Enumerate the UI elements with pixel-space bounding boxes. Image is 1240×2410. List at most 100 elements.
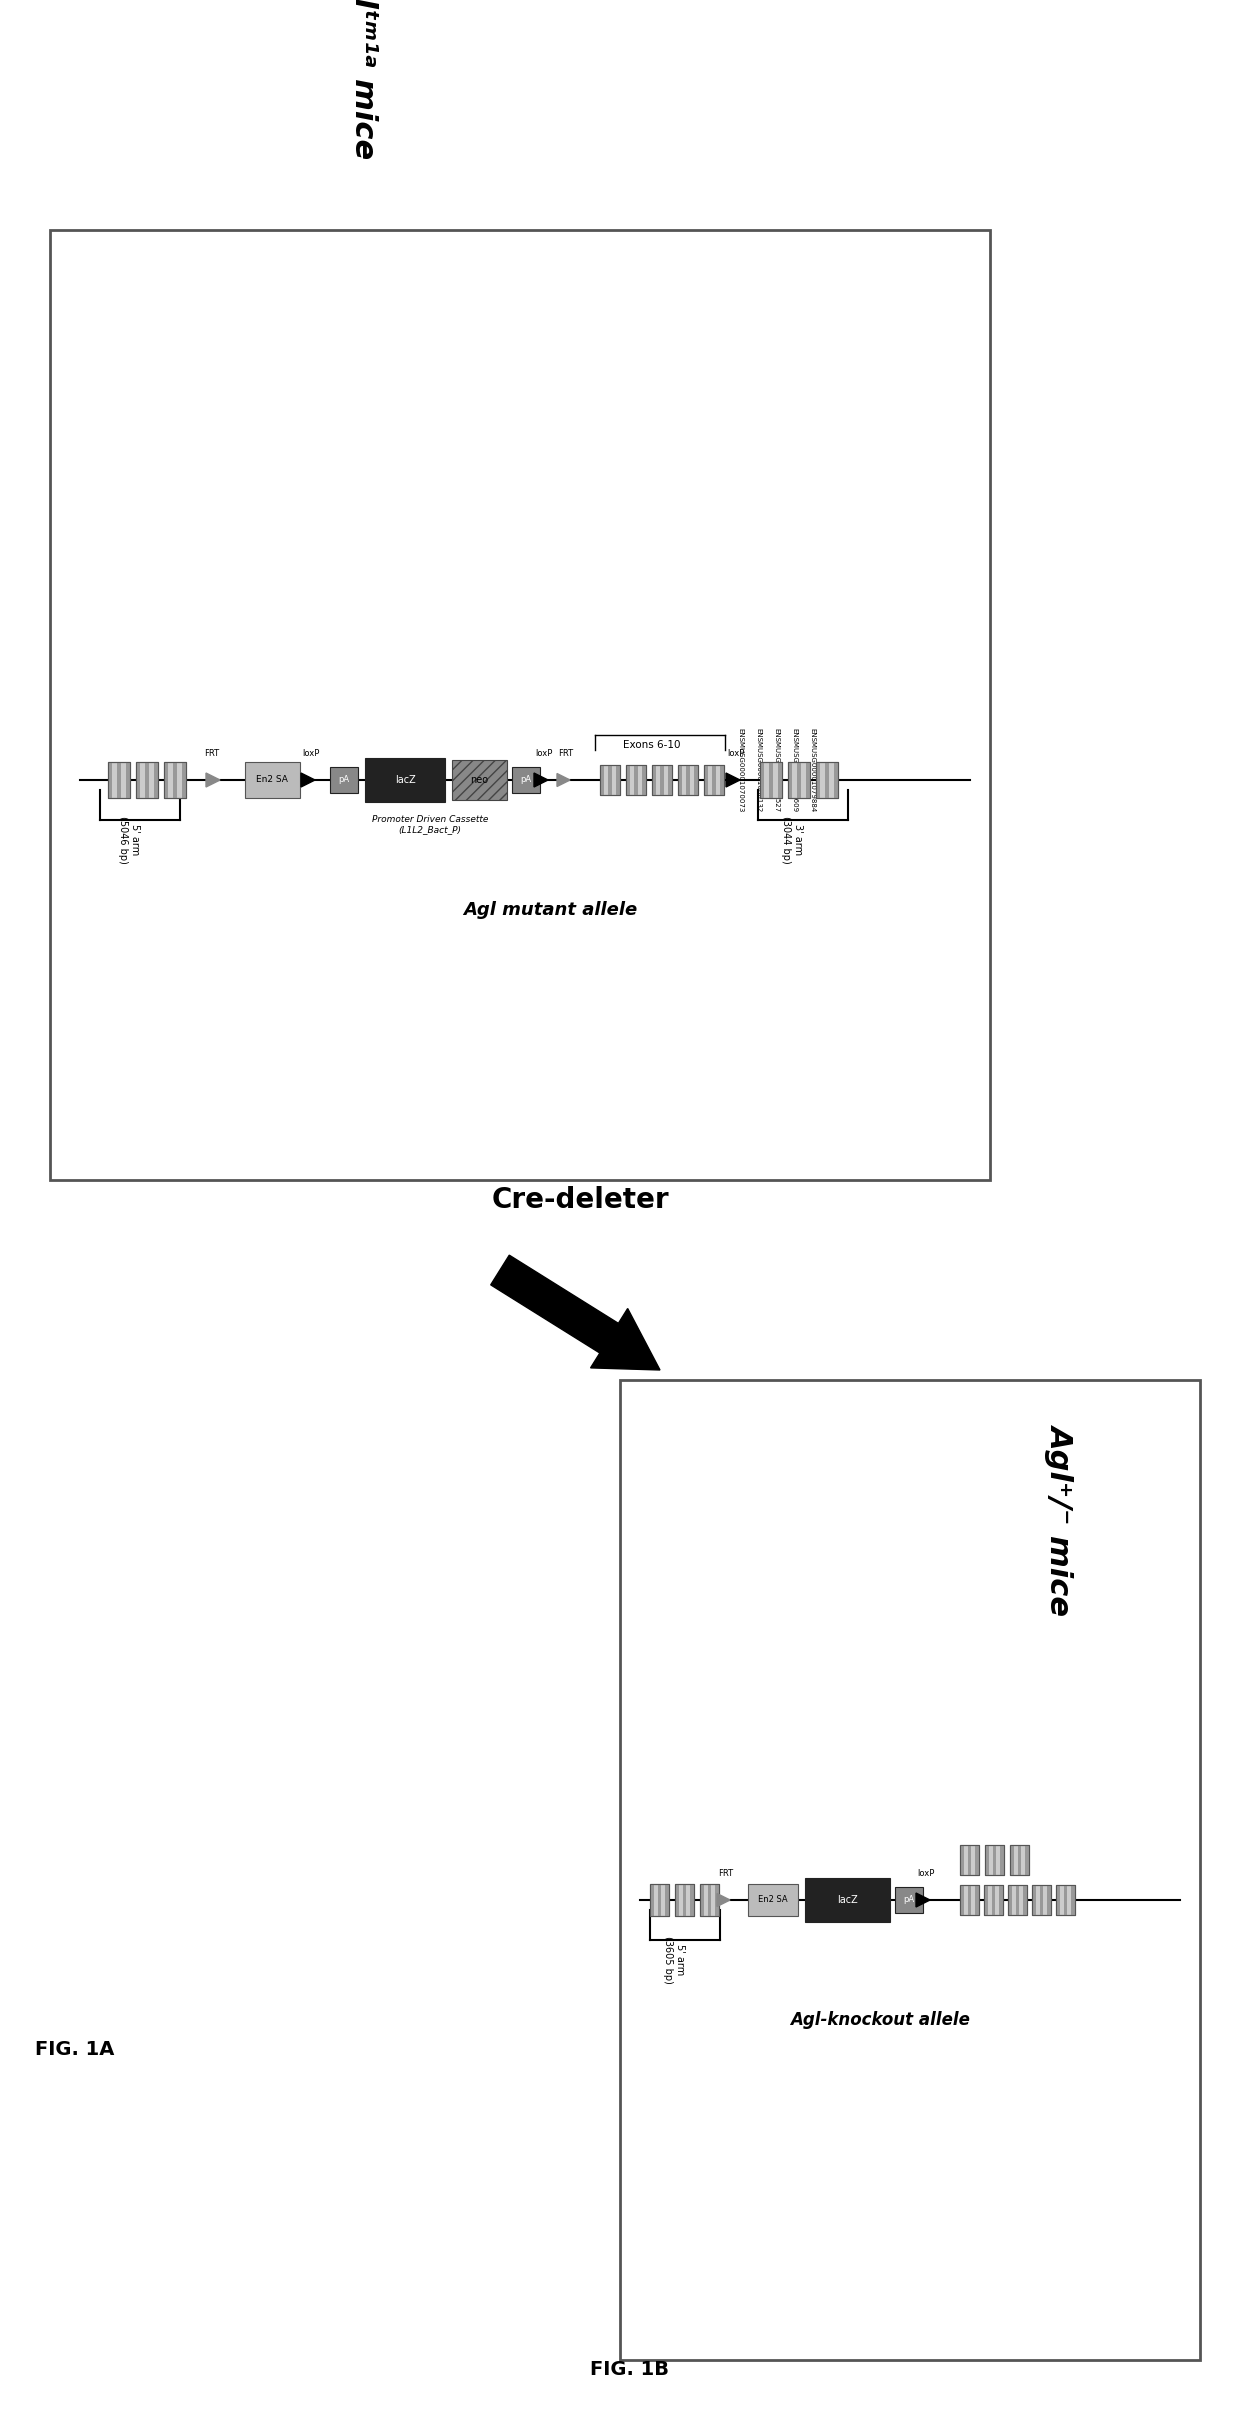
Text: Agl⁺/⁻ mice: Agl⁺/⁻ mice (1045, 1424, 1075, 1615)
Bar (1064, 1885, 1068, 1916)
Bar (136, 762, 140, 798)
Bar (652, 764, 672, 795)
Text: Exons 6-10: Exons 6-10 (624, 740, 681, 750)
Polygon shape (534, 774, 548, 788)
Bar (960, 1846, 980, 1875)
Bar (1001, 1846, 1004, 1875)
Text: pA: pA (339, 776, 350, 786)
Bar (678, 764, 698, 795)
Polygon shape (301, 774, 315, 788)
Bar (1056, 1885, 1060, 1916)
Bar (108, 762, 130, 798)
Bar (652, 764, 672, 795)
Bar (805, 1877, 890, 1923)
Bar (117, 762, 122, 798)
Bar (1056, 1885, 1075, 1916)
Bar (975, 1846, 980, 1875)
Bar (246, 762, 300, 798)
Text: loxP: loxP (536, 750, 553, 759)
Bar (1032, 1885, 1035, 1916)
Bar (704, 764, 724, 795)
Bar (985, 1885, 1003, 1916)
Text: 5' arm
(5046 bp): 5' arm (5046 bp) (118, 817, 140, 863)
Bar (985, 1846, 1004, 1875)
Bar (1032, 1885, 1052, 1916)
Text: Aglᵗᵐ¹ᵃ mice: Aglᵗᵐ¹ᵃ mice (351, 0, 379, 159)
Bar (985, 1885, 1003, 1916)
Bar (960, 1885, 980, 1916)
Bar (704, 764, 724, 795)
Bar (1016, 1885, 1019, 1916)
Bar (675, 1885, 678, 1916)
Bar (620, 1381, 1200, 2359)
Text: FRT: FRT (558, 750, 574, 759)
Text: neo: neo (470, 776, 489, 786)
Text: 3' arm
(3044 bp): 3' arm (3044 bp) (781, 817, 804, 863)
Bar (600, 764, 620, 795)
Bar (816, 762, 838, 798)
Bar (675, 1885, 694, 1916)
Bar (1011, 1846, 1014, 1875)
Bar (992, 1885, 996, 1916)
Bar (164, 762, 186, 798)
Polygon shape (206, 774, 219, 788)
Bar (787, 762, 792, 798)
Bar (748, 1885, 799, 1916)
Bar (1008, 1885, 1027, 1916)
Bar (769, 762, 774, 798)
Bar (960, 1846, 963, 1875)
Text: 5' arm
(3605 bp): 5' arm (3605 bp) (663, 1935, 684, 1983)
Bar (694, 764, 698, 795)
Bar (626, 764, 646, 795)
Bar (992, 1846, 997, 1875)
Bar (616, 764, 620, 795)
Bar (787, 762, 810, 798)
Bar (626, 764, 646, 795)
Bar (50, 229, 990, 1181)
Bar (634, 764, 639, 795)
Bar (760, 762, 782, 798)
Bar (600, 764, 604, 795)
Bar (365, 759, 445, 803)
Bar (154, 762, 157, 798)
Bar (608, 764, 613, 795)
Bar (960, 1885, 963, 1916)
Text: FRT: FRT (205, 750, 219, 759)
Bar (895, 1887, 923, 1914)
Text: ENSMUSG00001045609: ENSMUSG00001045609 (791, 728, 797, 812)
Bar (985, 1846, 1004, 1875)
Bar (164, 762, 169, 798)
Bar (1008, 1885, 1012, 1916)
Bar (825, 762, 830, 798)
Bar (760, 762, 782, 798)
FancyArrow shape (491, 1256, 660, 1369)
Bar (1011, 1846, 1029, 1875)
Polygon shape (717, 1894, 730, 1906)
Bar (108, 762, 113, 798)
Bar (816, 762, 838, 798)
Text: En2 SA: En2 SA (758, 1897, 787, 1904)
Text: En2 SA: En2 SA (257, 776, 288, 786)
Bar (787, 762, 810, 798)
Bar (701, 1885, 719, 1916)
Text: Promoter Driven Cassette
(L1L2_Bact_P): Promoter Driven Cassette (L1L2_Bact_P) (372, 815, 489, 834)
Bar (760, 762, 764, 798)
Bar (125, 762, 130, 798)
Bar (682, 1885, 687, 1916)
Bar (777, 762, 782, 798)
Text: pA: pA (904, 1897, 915, 1904)
Bar (650, 1885, 670, 1916)
Text: ENSMUSG00001030527: ENSMUSG00001030527 (773, 728, 779, 812)
Bar (708, 1885, 712, 1916)
Bar (453, 759, 507, 800)
Bar (833, 762, 838, 798)
Bar (1048, 1885, 1052, 1916)
Text: FIG. 1B: FIG. 1B (590, 2359, 670, 2379)
Bar (1056, 1885, 1075, 1916)
Bar (164, 762, 186, 798)
Text: Agl mutant allele: Agl mutant allele (463, 901, 637, 918)
Text: FRT: FRT (718, 1870, 734, 1877)
Bar (660, 764, 663, 795)
Bar (712, 764, 715, 795)
Bar (678, 764, 698, 795)
